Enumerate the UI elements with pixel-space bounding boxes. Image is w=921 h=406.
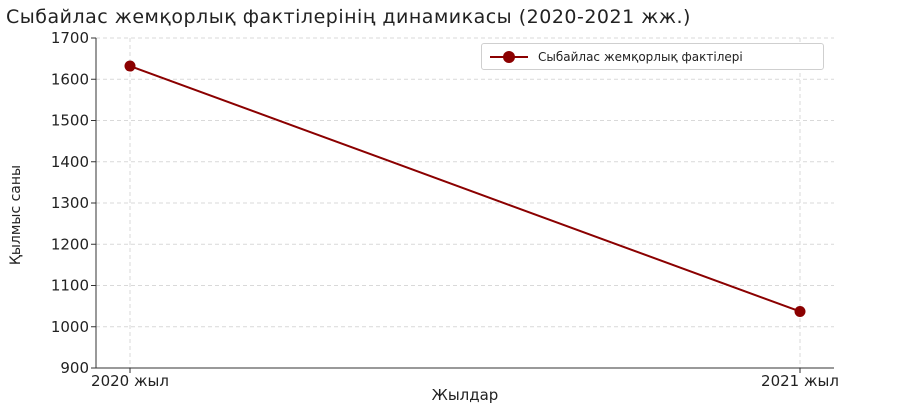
data-point-0-1 (794, 305, 806, 317)
y-tick-label-1300: 1300 (51, 194, 89, 212)
y-tick-label-1500: 1500 (51, 112, 89, 130)
y-tick-label-900: 900 (60, 359, 89, 377)
x-tick-label-0: 2020 жыл (91, 372, 169, 390)
x-tick-label-1: 2021 жыл (761, 372, 839, 390)
data-point-0-0 (124, 60, 136, 72)
x-axis-title: Жылдар (431, 386, 499, 404)
legend: Сыбайлас жемқорлық фактілері (481, 43, 824, 70)
y-tick-label-1000: 1000 (51, 318, 89, 336)
series-line-0 (129, 65, 801, 313)
y-tick-label-1200: 1200 (51, 235, 89, 253)
chart-title: Сыбайлас жемқорлық фактілерінің динамика… (6, 6, 691, 28)
legend-series-label: Сыбайлас жемқорлық фактілері (538, 49, 743, 64)
y-tick-label-1400: 1400 (51, 153, 89, 171)
legend-series-marker (490, 50, 528, 64)
y-tick-label-1100: 1100 (51, 277, 89, 295)
y-tick-label-1700: 1700 (51, 29, 89, 47)
y-tick-label-1600: 1600 (51, 70, 89, 88)
